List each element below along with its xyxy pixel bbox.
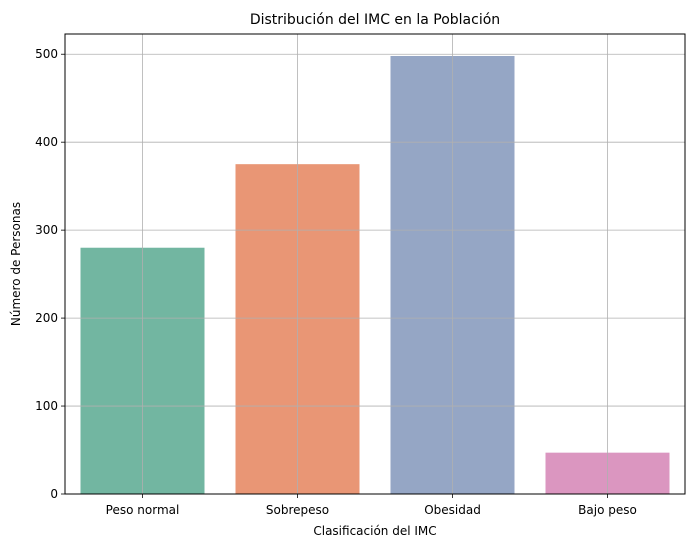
x-tick-label-2: Obesidad: [424, 503, 481, 517]
x-tick-label-1: Sobrepeso: [266, 503, 329, 517]
y-tick-label-0: 0: [50, 487, 58, 501]
plot-frame: [64, 33, 686, 495]
y-tick-label-100: 100: [35, 399, 58, 413]
x-tick-label-0: Peso normal: [106, 503, 180, 517]
bars: [80, 55, 670, 495]
x-axis-label: Clasificación del IMC: [313, 524, 436, 538]
x-axis-ticks: Peso normal Sobrepeso Obesidad Bajo peso: [106, 494, 637, 517]
y-tick-label-400: 400: [35, 135, 58, 149]
chart-title: Distribución del IMC en la Población: [250, 12, 500, 28]
y-tick-label-500: 500: [35, 47, 58, 61]
y-axis-ticks: 0 100 200 300 400 500: [35, 47, 65, 501]
x-tick-label-3: Bajo peso: [578, 503, 637, 517]
y-axis-label: Número de Personas: [9, 202, 23, 326]
y-tick-label-300: 300: [35, 223, 58, 237]
y-tick-label-200: 200: [35, 311, 58, 325]
